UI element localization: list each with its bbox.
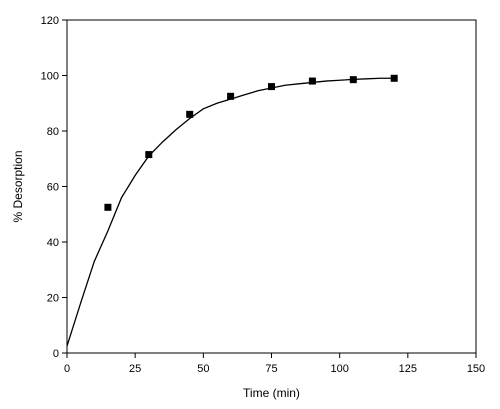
y-axis-title: % Desorption bbox=[11, 150, 25, 222]
x-axis: 0 25 50 75 100 125 150 bbox=[64, 353, 485, 375]
y-tick-label: 120 bbox=[41, 15, 59, 27]
x-tick-label: 50 bbox=[197, 363, 209, 375]
y-tick-label: 60 bbox=[47, 182, 59, 194]
y-tick-label: 20 bbox=[47, 293, 59, 305]
x-tick-label: 100 bbox=[330, 363, 348, 375]
x-axis-title: Time (min) bbox=[243, 386, 300, 400]
y-tick-label: 80 bbox=[47, 126, 59, 138]
y-tick-label: 100 bbox=[41, 71, 59, 83]
x-tick-label: 25 bbox=[129, 363, 141, 375]
data-point bbox=[104, 203, 112, 211]
data-point bbox=[186, 110, 194, 118]
y-axis: 0 20 40 60 80 100 120 bbox=[41, 15, 67, 360]
data-point bbox=[308, 77, 316, 85]
data-point bbox=[145, 151, 153, 159]
x-tick-label: 125 bbox=[399, 363, 417, 375]
data-point bbox=[390, 74, 398, 82]
x-tick-label: 0 bbox=[64, 363, 70, 375]
series-layer bbox=[66, 74, 398, 347]
data-point bbox=[227, 92, 235, 100]
y-tick-label: 0 bbox=[53, 348, 59, 360]
y-tick-label: 40 bbox=[47, 237, 59, 249]
x-tick-label: 75 bbox=[265, 363, 277, 375]
data-point bbox=[268, 83, 275, 91]
data-point bbox=[349, 76, 357, 84]
fit-curve-line bbox=[66, 77, 395, 347]
x-tick-label: 150 bbox=[467, 363, 485, 375]
